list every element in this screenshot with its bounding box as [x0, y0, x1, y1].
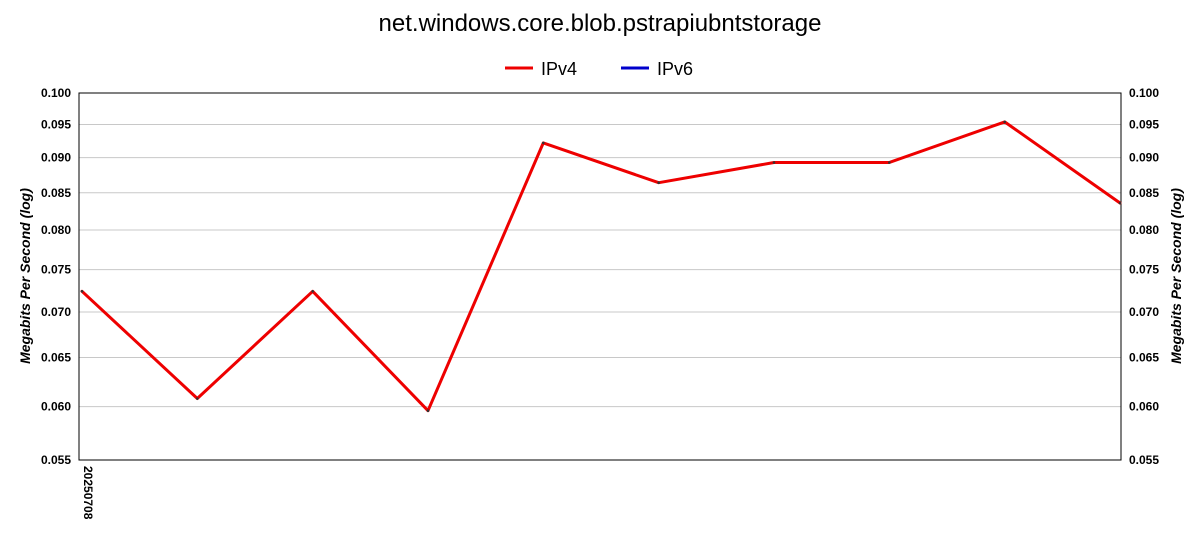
data-point	[772, 161, 776, 164]
x-axis: 20250708	[81, 466, 95, 520]
y-tick-label-right: 0.075	[1129, 263, 1159, 277]
y-axis-label-left: Megabits Per Second (log)	[17, 188, 33, 364]
data-point	[311, 290, 315, 293]
y-tick-label-left: 0.070	[41, 305, 71, 319]
y-tick-label-left: 0.095	[41, 117, 71, 131]
series-layer	[80, 120, 1122, 413]
y-tick-label-right: 0.095	[1129, 117, 1159, 131]
y-tick-label-left: 0.075	[41, 263, 71, 277]
chart-title: net.windows.core.blob.pstrapiubntstorage	[379, 10, 822, 37]
data-point	[657, 181, 660, 184]
y-tick-label-left: 0.090	[41, 151, 71, 165]
y-tick-label-right: 0.070	[1129, 305, 1159, 319]
data-point	[80, 290, 84, 293]
data-point	[196, 397, 199, 400]
y-tick-label-left: 0.060	[41, 400, 71, 414]
y-tick-label-left: 0.065	[41, 350, 71, 364]
right-axis: 0.100 0.095 0.090 0.085 0.080 0.075 0.070 0.065…	[1129, 86, 1159, 467]
y-axis-label-right: Megabits Per Second (log)	[1168, 188, 1184, 364]
legend: IPv4 IPv6	[505, 59, 693, 79]
data-point	[426, 409, 430, 413]
data-point	[1118, 201, 1122, 205]
y-tick-label-left: 0.085	[41, 186, 71, 200]
x-tick-label: 20250708	[81, 466, 95, 520]
y-tick-label-right: 0.080	[1129, 223, 1159, 237]
legend-label-ipv6: IPv6	[657, 59, 693, 79]
data-point	[542, 141, 545, 145]
plot-area	[78, 92, 1122, 461]
y-tick-label-right: 0.060	[1129, 400, 1159, 414]
data-point	[888, 161, 891, 164]
left-axis: 0.100 0.095 0.090 0.085 0.080 0.075 0.070 0.065…	[41, 86, 71, 467]
data-point	[1003, 120, 1006, 124]
y-tick-label-right: 0.100	[1129, 86, 1159, 100]
legend-label-ipv4: IPv4	[541, 59, 577, 79]
y-tick-label-left: 0.055	[41, 453, 71, 467]
y-tick-label-right: 0.055	[1129, 453, 1159, 467]
series-line-ipv4	[80, 120, 1122, 413]
grid-lines	[79, 123, 1121, 408]
y-tick-label-left: 0.100	[41, 86, 71, 100]
y-tick-label-left: 0.080	[41, 223, 71, 237]
y-tick-label-right: 0.065	[1129, 350, 1159, 364]
y-tick-label-right: 0.090	[1129, 151, 1159, 165]
y-tick-label-right: 0.085	[1129, 186, 1159, 200]
